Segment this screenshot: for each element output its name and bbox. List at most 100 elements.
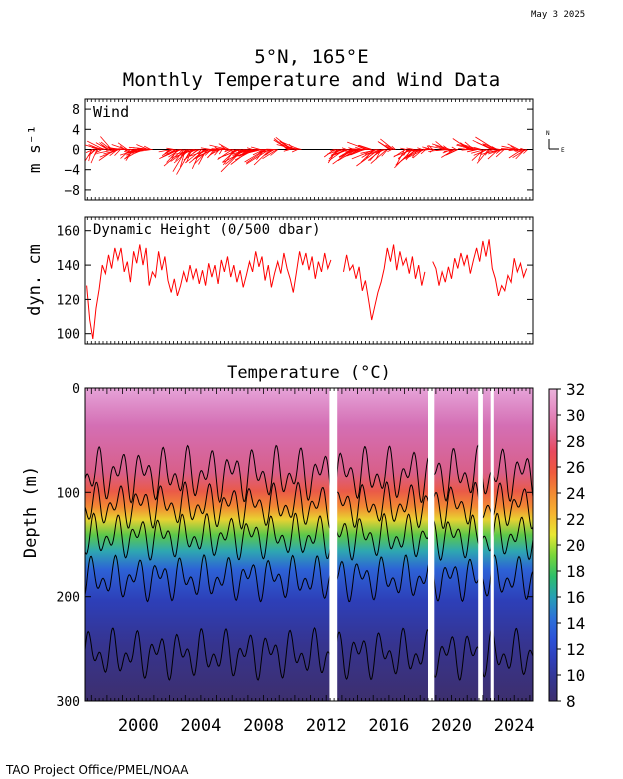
- wind-y-tick-label: 8: [72, 103, 80, 118]
- wind-stick: [473, 147, 482, 150]
- wind-stick: [446, 149, 459, 156]
- wind-stick: [495, 149, 505, 158]
- wind-stick: [223, 149, 247, 163]
- footer-credit: TAO Project Office/PMEL/NOAA: [6, 763, 189, 777]
- wind-stick: [291, 149, 298, 153]
- wind-stick: [370, 149, 387, 164]
- temperature-x-tick-label: 2020: [431, 716, 472, 736]
- wind-stick: [443, 149, 454, 152]
- wind-stick: [360, 149, 378, 154]
- wind-y-tick-label: 4: [72, 123, 80, 138]
- wind-stick: [85, 149, 94, 153]
- compass-east-label: E: [561, 147, 565, 154]
- wind-stick: [185, 149, 203, 164]
- colorbar-tick-label: 26: [566, 458, 585, 477]
- wind-stick: [198, 149, 207, 165]
- temperature-y-tick-label: 100: [57, 486, 80, 501]
- colorbar-tick-label: 12: [566, 640, 585, 659]
- wind-stick: [97, 149, 103, 153]
- dh-y-tick-label: 100: [57, 328, 80, 343]
- dh-y-label: dyn. cm: [25, 244, 45, 316]
- isotherm-line: [85, 481, 533, 530]
- plot-date: May 3 2025: [531, 10, 586, 20]
- wind-stick: [451, 146, 457, 150]
- wind-stick: [135, 149, 152, 153]
- wind-stick: [103, 149, 120, 155]
- wind-stick: [161, 149, 173, 156]
- compass-icon: N E: [546, 130, 565, 154]
- wind-stick: [283, 149, 291, 152]
- data-gap: [478, 388, 483, 701]
- wind-stick: [456, 143, 478, 150]
- colorbar-tick-label: 14: [566, 614, 585, 633]
- wind-stick: [334, 149, 350, 155]
- wind-stick: [215, 148, 232, 150]
- wind-stick: [349, 148, 372, 150]
- dh-plot-frame: [84, 216, 534, 345]
- wind-stick: [90, 149, 98, 164]
- temperature-panel: Temperature (°C) 0 100 200 300 2000 2004 2008…: [21, 363, 585, 736]
- wind-stick: [100, 147, 106, 150]
- wind-stick: [288, 147, 301, 150]
- wind-stick: [166, 147, 175, 150]
- wind-stick: [158, 149, 172, 153]
- wind-stick: [341, 147, 347, 150]
- colorbar-tick-label: 10: [566, 666, 585, 685]
- dh-y-tick-label: 120: [57, 293, 80, 308]
- wind-stick: [218, 143, 230, 150]
- wind-stick: [517, 149, 529, 153]
- wind-stick: [237, 149, 258, 153]
- wind-stick: [347, 141, 368, 150]
- wind-stick: [218, 149, 223, 155]
- wind-stick: [250, 146, 261, 150]
- wind-y-tick-label: −8: [64, 184, 80, 199]
- wind-stick: [520, 147, 525, 150]
- isotherm-line: [85, 512, 533, 561]
- wind-x-minor-ticks: [86, 99, 531, 200]
- wind-stick: [417, 147, 423, 150]
- dh-x-minor-ticks: [86, 217, 531, 344]
- wind-stick: [427, 145, 447, 150]
- wind-sticks: [85, 136, 529, 175]
- dynamic-height-panel: 100 120 140 160 Dynamic Height (0/500 dbar)…: [25, 216, 534, 345]
- wind-y-tick-label: 0: [72, 144, 80, 159]
- wind-stick: [508, 149, 518, 152]
- wind-stick: [342, 149, 354, 156]
- temperature-plot-frame: [84, 387, 534, 702]
- wind-stick: [448, 149, 456, 152]
- wind-stick: [513, 149, 524, 152]
- wind-stick: [245, 149, 270, 165]
- wind-stick: [237, 149, 245, 152]
- colorbar-tick-label: 30: [566, 406, 585, 425]
- wind-stick: [253, 149, 271, 166]
- wind-stick: [163, 149, 184, 167]
- compass-north-label: N: [546, 130, 550, 137]
- plot-title-location: 5°N, 165°E: [254, 46, 369, 68]
- wind-stick: [224, 149, 234, 152]
- temperature-isotherms: [85, 444, 533, 681]
- wind-y-tick-label: −4: [64, 164, 80, 179]
- wind-stick: [406, 147, 415, 150]
- temperature-panel-title: Temperature (°C): [227, 363, 391, 383]
- temperature-y-tick-label: 300: [57, 695, 80, 710]
- wind-stick: [128, 146, 153, 150]
- data-gap: [428, 388, 435, 701]
- wind-stick: [194, 149, 209, 164]
- temperature-x-tick-label: 2016: [368, 716, 409, 736]
- wind-stick: [408, 149, 422, 152]
- wind-stick: [207, 149, 218, 152]
- wind-stick: [473, 149, 488, 156]
- wind-stick: [95, 149, 99, 155]
- temperature-x-tick-label: 2004: [180, 716, 221, 736]
- wind-stick: [252, 149, 264, 156]
- wind-stick: [508, 149, 523, 159]
- wind-stick: [476, 149, 489, 164]
- plot-title-description: Monthly Temperature and Wind Data: [122, 69, 501, 91]
- colorbar-tick-label: 18: [566, 562, 585, 581]
- wind-stick: [101, 144, 110, 150]
- temperature-x-axis: 2000 2004 2008 2012 2016 2020 2024: [86, 388, 535, 736]
- dynamic-height-series-line: [86, 239, 528, 339]
- temperature-y-tick-label: 200: [57, 591, 80, 606]
- dh-y-tick-label: 140: [57, 259, 80, 274]
